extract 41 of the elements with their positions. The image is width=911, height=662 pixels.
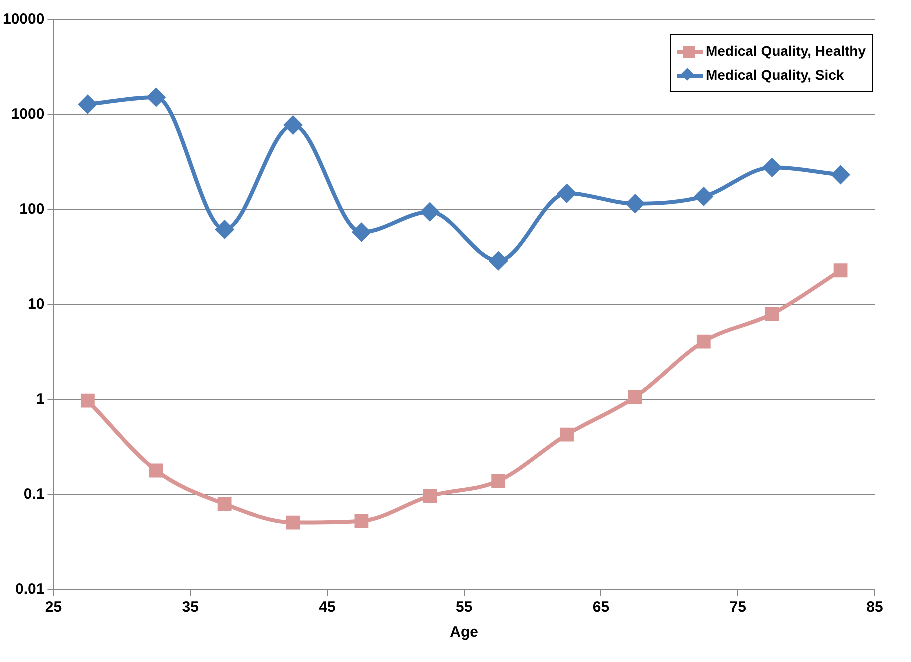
point <box>832 166 850 184</box>
point <box>560 428 574 442</box>
point <box>218 497 232 512</box>
y-tick-label: 0.1 <box>24 486 45 504</box>
point <box>696 334 711 349</box>
point <box>216 220 234 239</box>
x-axis-title: Age <box>450 624 479 642</box>
point <box>626 194 644 213</box>
point <box>284 116 302 134</box>
y-tick-label: 100 <box>20 201 45 218</box>
point <box>694 188 713 206</box>
x-tick-label: 75 <box>730 599 746 616</box>
point <box>765 307 780 322</box>
point <box>80 394 95 408</box>
y-tick-label: 0.01 <box>16 581 45 598</box>
legend-label: Medical Quality, Sick <box>706 67 844 83</box>
point <box>78 95 97 114</box>
point <box>423 489 438 504</box>
point <box>628 390 642 404</box>
point <box>421 203 440 222</box>
point <box>286 516 300 530</box>
point <box>834 264 848 278</box>
y-tick-label: 1000 <box>11 106 45 124</box>
y-tick-label: 10 <box>28 296 45 314</box>
x-tick-label: 25 <box>45 599 62 616</box>
point <box>352 223 371 242</box>
point <box>354 514 369 528</box>
x-tick-label: 35 <box>182 599 199 616</box>
x-tick-label: 55 <box>456 599 473 616</box>
x-tick-label: 65 <box>592 599 610 616</box>
point <box>149 464 164 478</box>
point <box>490 252 508 270</box>
point <box>763 158 782 177</box>
x-tick-label: 45 <box>319 599 336 616</box>
point <box>558 184 576 203</box>
point <box>147 88 166 106</box>
x-tick-label: 85 <box>866 599 884 616</box>
y-tick-label: 1 <box>36 391 45 408</box>
point <box>492 474 506 488</box>
legend-label: Medical Quality, Healthy <box>706 43 866 59</box>
y-tick-label: 10000 <box>2 11 45 28</box>
